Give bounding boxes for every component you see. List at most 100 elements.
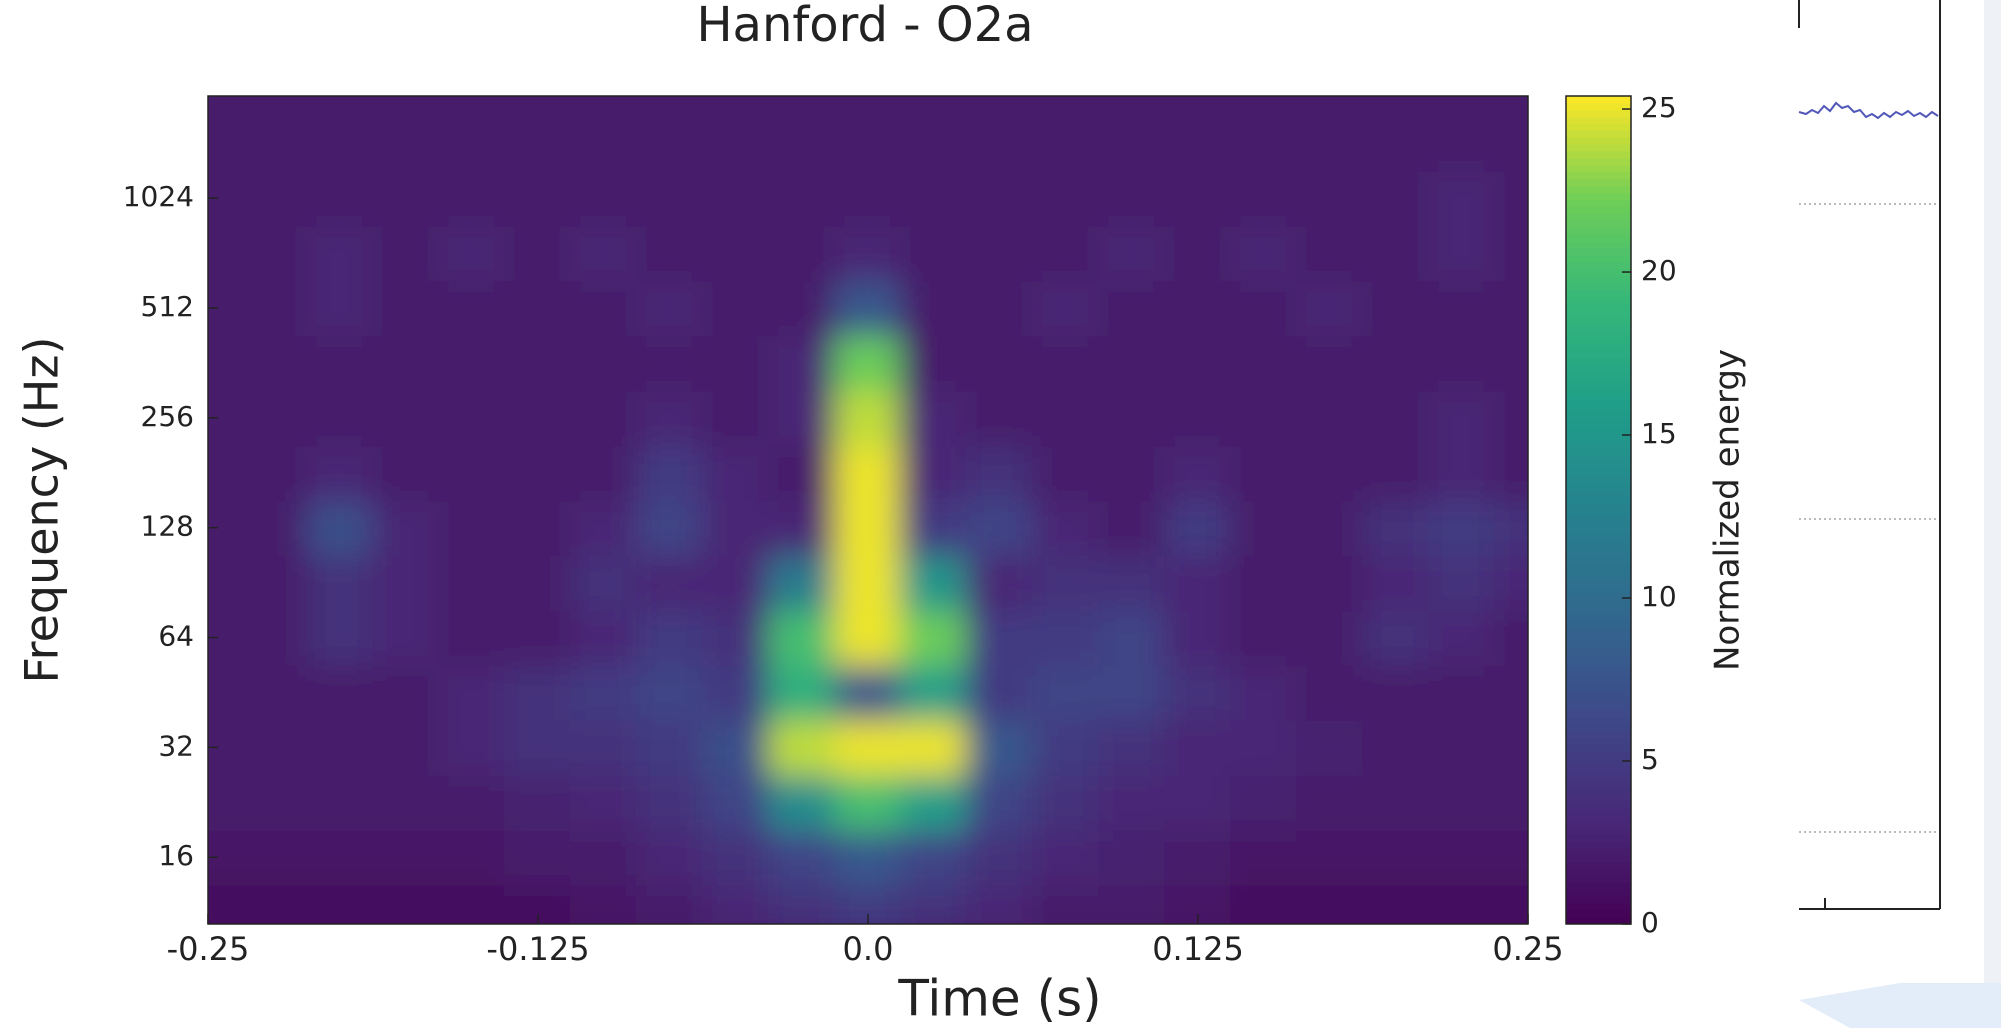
y-tick-label: 32 bbox=[158, 729, 194, 762]
colorbar-swatch bbox=[1566, 606, 1631, 614]
heatmap-cell bbox=[1098, 224, 1166, 282]
heatmap-cell bbox=[438, 718, 506, 776]
heatmap-cell bbox=[1494, 444, 1528, 502]
colorbar-label: Normalized energy bbox=[1708, 349, 1748, 671]
heatmap-cell bbox=[438, 554, 506, 612]
heatmap-cell bbox=[1230, 773, 1298, 832]
heatmap-cell bbox=[438, 609, 506, 666]
heatmap-cell bbox=[1098, 828, 1166, 886]
heatmap-cell bbox=[306, 444, 374, 502]
heatmap-cell bbox=[1296, 718, 1364, 776]
heatmap-cell bbox=[240, 773, 308, 832]
heatmap-cell bbox=[372, 828, 440, 886]
heatmap-cell bbox=[1362, 224, 1430, 282]
heatmap-cell bbox=[834, 444, 902, 502]
heatmap-cell bbox=[1494, 663, 1528, 721]
heatmap-cell bbox=[1296, 334, 1364, 392]
heatmap-cell bbox=[966, 883, 1034, 924]
heatmap-cell bbox=[306, 609, 374, 666]
heatmap-cell bbox=[306, 114, 374, 172]
x-tick-label: 0.125 bbox=[1152, 930, 1244, 968]
y-tick-label: 256 bbox=[141, 400, 194, 433]
heatmap-cell bbox=[1098, 389, 1166, 447]
heatmap-cell bbox=[1032, 499, 1100, 557]
heatmap-cell bbox=[1164, 279, 1232, 337]
heatmap-cell bbox=[240, 718, 308, 776]
heatmap-cell bbox=[504, 169, 572, 227]
y-tick-label: 64 bbox=[158, 620, 194, 653]
heatmap-cell bbox=[1164, 444, 1232, 502]
heatmap-cell bbox=[966, 828, 1034, 886]
heatmap-cell bbox=[1362, 718, 1430, 776]
colorbar-swatch bbox=[1566, 833, 1631, 842]
colorbar-swatch bbox=[1566, 337, 1631, 345]
heatmap-cell bbox=[966, 718, 1034, 776]
heatmap bbox=[208, 96, 1528, 924]
colorbar-swatch bbox=[1566, 613, 1631, 621]
heatmap-cell bbox=[1494, 609, 1528, 666]
heatmap-cell bbox=[306, 828, 374, 886]
panel-line bbox=[1798, 101, 1939, 120]
heatmap-cell bbox=[1098, 883, 1166, 924]
heatmap-cell bbox=[438, 663, 506, 721]
heatmap-cell bbox=[702, 96, 770, 117]
heatmap-cell bbox=[966, 169, 1034, 227]
x-tick-label: -0.25 bbox=[167, 930, 250, 968]
heatmap-cell bbox=[1362, 334, 1430, 392]
heatmap-cell bbox=[636, 828, 704, 886]
heatmap-cell bbox=[306, 499, 374, 557]
colorbar-swatch bbox=[1566, 364, 1631, 373]
heatmap-cell bbox=[208, 663, 242, 721]
heatmap-cell bbox=[240, 389, 308, 447]
colorbar-swatch bbox=[1566, 889, 1631, 897]
heatmap-cell bbox=[1362, 883, 1430, 924]
heatmap-cell bbox=[1494, 718, 1528, 776]
colorbar-swatch bbox=[1566, 744, 1631, 752]
heatmap-cell bbox=[702, 389, 770, 447]
heatmap-cell bbox=[1362, 554, 1430, 612]
colorbar-swatch bbox=[1566, 123, 1631, 131]
heatmap-cell bbox=[504, 279, 572, 337]
colorbar-swatch bbox=[1566, 468, 1631, 476]
heatmap-cell bbox=[1164, 224, 1232, 282]
heatmap-cell bbox=[306, 96, 374, 117]
y-tick-label: 512 bbox=[141, 290, 194, 323]
heatmap-cell bbox=[900, 96, 968, 117]
heatmap-cell bbox=[1164, 499, 1232, 557]
heatmap-cell bbox=[504, 334, 572, 392]
heatmap-cell bbox=[966, 773, 1034, 832]
heatmap-cell bbox=[966, 96, 1034, 117]
heatmap-cell bbox=[768, 718, 836, 776]
colorbar-tick-label: 15 bbox=[1641, 417, 1677, 450]
heatmap-cell bbox=[768, 773, 836, 832]
heatmap-cell bbox=[208, 114, 242, 172]
heatmap-cell bbox=[1032, 279, 1100, 337]
heatmap-cell bbox=[1230, 828, 1298, 886]
colorbar-tick-label: 0 bbox=[1641, 906, 1659, 939]
colorbar-swatch bbox=[1566, 192, 1631, 200]
heatmap-cell bbox=[1032, 444, 1100, 502]
heatmap-cell bbox=[702, 444, 770, 502]
colorbar-swatch bbox=[1566, 323, 1631, 332]
heatmap-cell bbox=[570, 718, 638, 776]
heatmap-cell bbox=[504, 389, 572, 447]
heatmap-cell bbox=[208, 96, 242, 117]
colorbar-swatch bbox=[1566, 130, 1631, 138]
heatmap-cell bbox=[702, 279, 770, 337]
colorbar-swatch bbox=[1566, 771, 1631, 780]
colorbar-swatch bbox=[1566, 916, 1631, 925]
heatmap-cell bbox=[834, 554, 902, 612]
heatmap-cell bbox=[702, 773, 770, 832]
colorbar-tick-label: 10 bbox=[1641, 580, 1677, 613]
colorbar-swatch bbox=[1566, 709, 1631, 718]
heatmap-cell bbox=[1098, 718, 1166, 776]
heatmap-cell bbox=[702, 554, 770, 612]
heatmap-cell bbox=[1230, 444, 1298, 502]
colorbar-swatch bbox=[1566, 226, 1631, 235]
colorbar-swatch bbox=[1566, 895, 1631, 904]
heatmap-cell bbox=[900, 773, 968, 832]
heatmap-cell bbox=[1296, 169, 1364, 227]
heatmap-cell bbox=[570, 828, 638, 886]
colorbar-swatch bbox=[1566, 247, 1631, 256]
